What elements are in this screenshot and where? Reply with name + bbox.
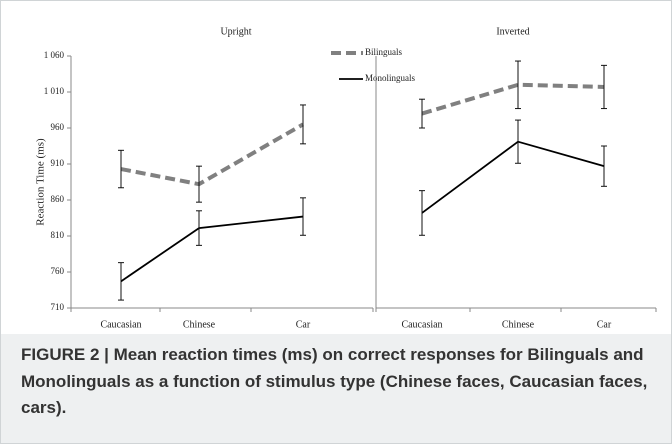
series-line: [421, 140, 605, 214]
x-tick-label: Chinese: [183, 319, 216, 330]
caption: FIGURE 2 | Mean reaction times (ms) on c…: [1, 334, 671, 443]
chart: Upright Caucasian Chinese Car 710 760 810 860 91…: [35, 26, 657, 330]
y-tick-label: 960: [51, 122, 65, 132]
legend-label: Bilinguals: [365, 47, 402, 57]
x-tick-label: Caucasian: [401, 319, 442, 330]
x-tick-label: Caucasian: [100, 319, 141, 330]
y-tick-label: 810: [51, 230, 65, 240]
panel-title: Inverted: [496, 26, 529, 37]
x-tick-label: Car: [597, 319, 612, 330]
y-tick-label: 860: [51, 194, 65, 204]
x-tick-label: Car: [296, 319, 311, 330]
legend-label: Monolinguals: [365, 73, 415, 83]
series-line: [120, 122, 304, 187]
x-tick-label: Chinese: [502, 319, 535, 330]
series-line: [421, 82, 605, 116]
y-tick-label: 760: [51, 266, 65, 276]
series-line: [120, 215, 304, 283]
y-tick-label: 910: [51, 158, 65, 168]
y-tick-label: 1 060: [44, 50, 65, 60]
y-axis-label: Reaction Time (ms): [35, 138, 47, 226]
y-tick-label: 710: [51, 302, 65, 312]
y-tick-label: 1 010: [44, 86, 65, 96]
panel-title: Upright: [220, 26, 251, 37]
